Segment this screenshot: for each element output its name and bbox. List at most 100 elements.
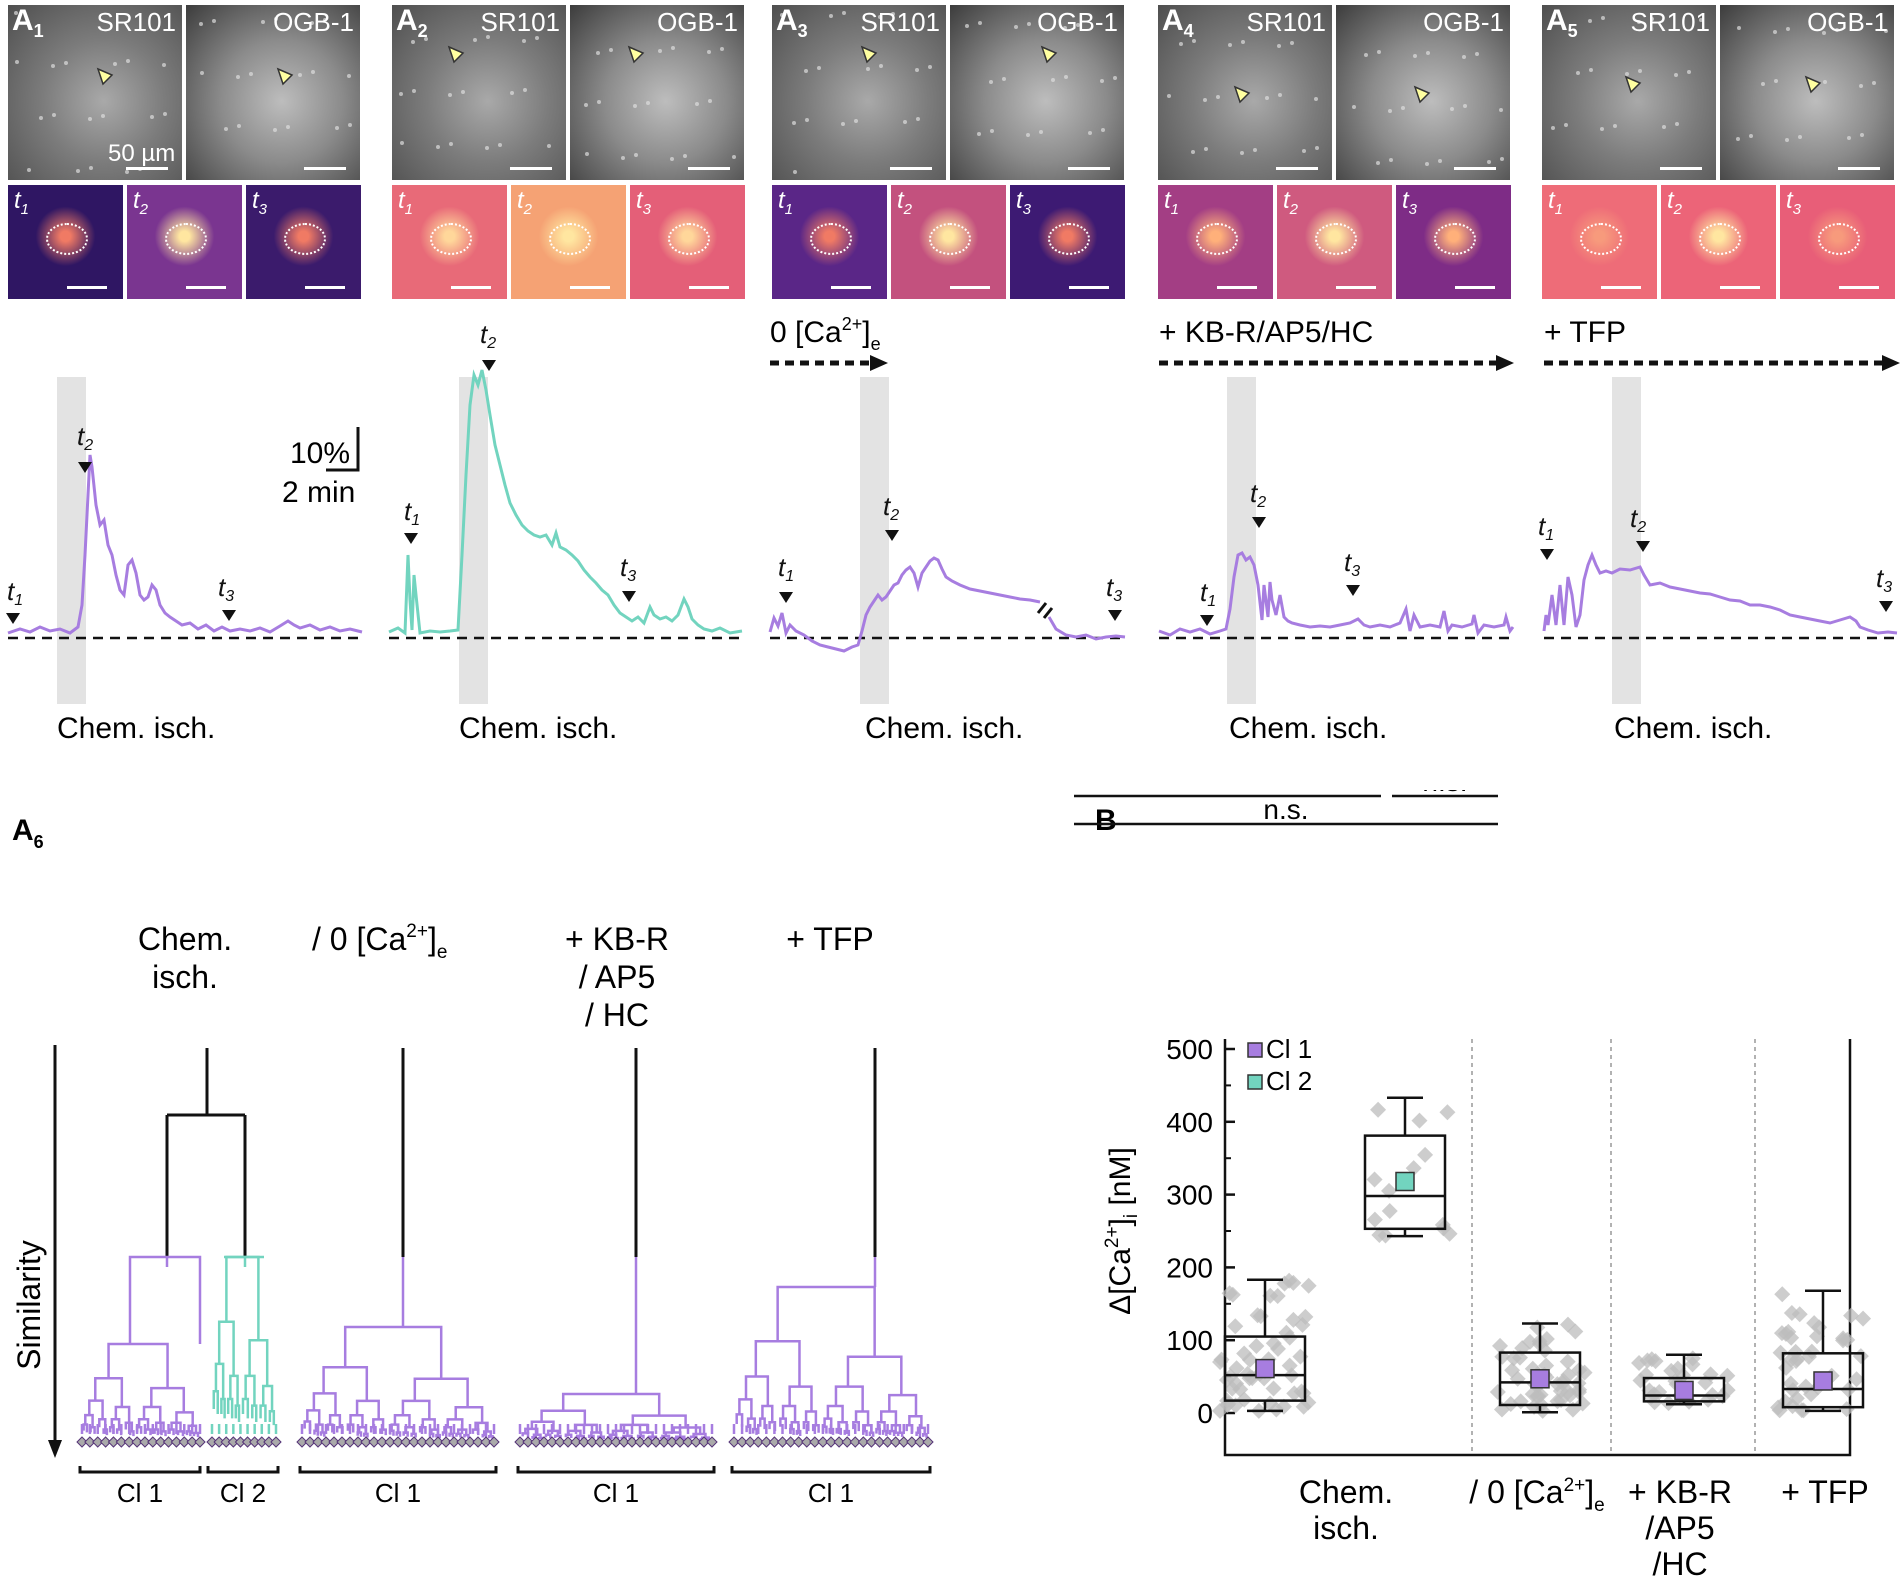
leaf-node	[889, 1436, 902, 1448]
leaf-node	[674, 1436, 686, 1448]
data-point	[1562, 1387, 1579, 1404]
leaf-node	[554, 1436, 566, 1448]
svg-text:t1: t1	[404, 496, 420, 529]
data-point	[1835, 1332, 1852, 1349]
microscopy-image-2-ogb1: OGB-1	[570, 5, 744, 180]
leaf-node	[84, 1436, 96, 1448]
cell-arrowhead	[1233, 85, 1251, 104]
dendro-title-3b: / AP5	[579, 959, 656, 995]
heatmap-3-t3: t3	[1010, 185, 1125, 299]
cluster-label-2: Cl 2	[220, 1478, 266, 1508]
leaf-node	[768, 1436, 781, 1448]
scale-label-50um: 50 µm	[108, 140, 176, 167]
panel-label-a2: A2	[396, 4, 428, 41]
leaf-node	[320, 1436, 332, 1448]
t-marker-1-1: t1	[6, 576, 23, 624]
leaf-node	[76, 1436, 88, 1448]
mean-marker	[1674, 1380, 1694, 1401]
data-point	[1772, 1344, 1789, 1361]
heatmap-1-t3: t3	[246, 185, 361, 299]
significance-bar-8: ***	[1074, 790, 1381, 798]
trace-4	[1158, 551, 1515, 637]
trace-5	[1542, 550, 1898, 635]
data-point	[1297, 1308, 1314, 1325]
y-tick-label: 300	[1166, 1180, 1213, 1211]
y-tick-label: 400	[1166, 1107, 1213, 1138]
svg-text:t3: t3	[620, 552, 636, 585]
leaf-node	[123, 1436, 135, 1448]
x-category-label: Chem.	[1299, 1474, 1393, 1510]
t-marker-3-3: t3	[1106, 572, 1122, 621]
leaf-node	[131, 1436, 143, 1448]
leaf-node	[562, 1436, 574, 1448]
data-point	[1227, 1318, 1244, 1335]
data-point	[1808, 1328, 1825, 1345]
mean-marker	[1813, 1371, 1833, 1391]
leaf-node	[666, 1436, 678, 1448]
data-point	[1366, 1211, 1383, 1228]
mean-marker	[1530, 1369, 1550, 1389]
condition-tfp: + TFP	[1544, 316, 1626, 349]
data-point	[1806, 1315, 1823, 1332]
data-point	[1663, 1362, 1680, 1379]
significance-bar-9: n.s.	[1392, 790, 1498, 798]
leaf-node	[922, 1436, 934, 1448]
t-marker-4-3: t3	[1344, 547, 1360, 596]
panel-label-b: B	[1095, 804, 1117, 837]
ischemia-bar-1	[57, 377, 86, 704]
data-point	[1494, 1348, 1511, 1365]
panel-label-a5: A5	[1546, 4, 1578, 41]
data-point	[1241, 1351, 1258, 1368]
leaf-node	[328, 1436, 340, 1448]
data-point	[1848, 1371, 1865, 1388]
data-point	[1265, 1380, 1282, 1397]
y-tick-label: 100	[1166, 1325, 1213, 1356]
box-3	[1489, 1316, 1593, 1419]
channel-label: OGB-1	[1423, 7, 1504, 37]
cell-arrowhead	[627, 45, 645, 64]
data-point	[1489, 1384, 1506, 1401]
cluster-label-4: Cl 1	[593, 1478, 639, 1508]
cell-arrowhead	[1040, 45, 1058, 64]
leaf-node	[626, 1436, 638, 1448]
leaf-node	[682, 1436, 694, 1448]
leaf-node	[873, 1436, 886, 1448]
microscopy-image-5-sr101: SR101	[1542, 5, 1716, 180]
cell-arrowhead	[1624, 75, 1642, 94]
calcium-traces: t1 t2 t3 t1 t2 t3 t1 t2 t3 t1 t2 t3 t1 t…	[6, 314, 1900, 745]
dendro-title-1a: Chem.	[138, 921, 232, 957]
leaf-node	[344, 1436, 356, 1448]
heatmap-2-t2: t2	[511, 185, 626, 299]
leaf-node	[841, 1436, 853, 1448]
leaf-node	[522, 1436, 534, 1448]
data-point	[1295, 1398, 1312, 1415]
leaf-node	[817, 1436, 829, 1448]
data-point	[1639, 1352, 1656, 1369]
leaf-node	[760, 1436, 773, 1448]
leaf-node	[480, 1436, 492, 1448]
leaf-node	[376, 1436, 388, 1448]
data-point	[1647, 1353, 1664, 1370]
heatmap-4-t2: t2	[1277, 185, 1392, 299]
cell-arrowhead	[276, 67, 294, 86]
data-point	[1793, 1402, 1810, 1419]
leaf-node	[178, 1436, 190, 1448]
leaf-node	[586, 1436, 598, 1448]
data-point	[1774, 1286, 1791, 1303]
svg-text:t1: t1	[778, 552, 794, 585]
data-point	[1212, 1402, 1228, 1419]
microscopy-image-5-ogb1: OGB-1	[1720, 5, 1894, 180]
dendro-0ca	[300, 1325, 496, 1439]
leaf-node	[706, 1436, 718, 1448]
cell-arrowhead	[860, 45, 878, 64]
ischemia-bar-4	[1227, 377, 1256, 704]
leaf-node	[857, 1436, 870, 1448]
channel-label: SR101	[96, 7, 177, 37]
cluster-label-5: Cl 1	[808, 1478, 854, 1508]
leaf-node	[304, 1436, 316, 1448]
data-point	[1285, 1274, 1302, 1291]
x-category-label: + TFP	[1781, 1474, 1868, 1510]
svg-text:t3: t3	[1106, 572, 1122, 605]
leaf-node	[642, 1436, 654, 1448]
leaf-node	[360, 1436, 372, 1448]
